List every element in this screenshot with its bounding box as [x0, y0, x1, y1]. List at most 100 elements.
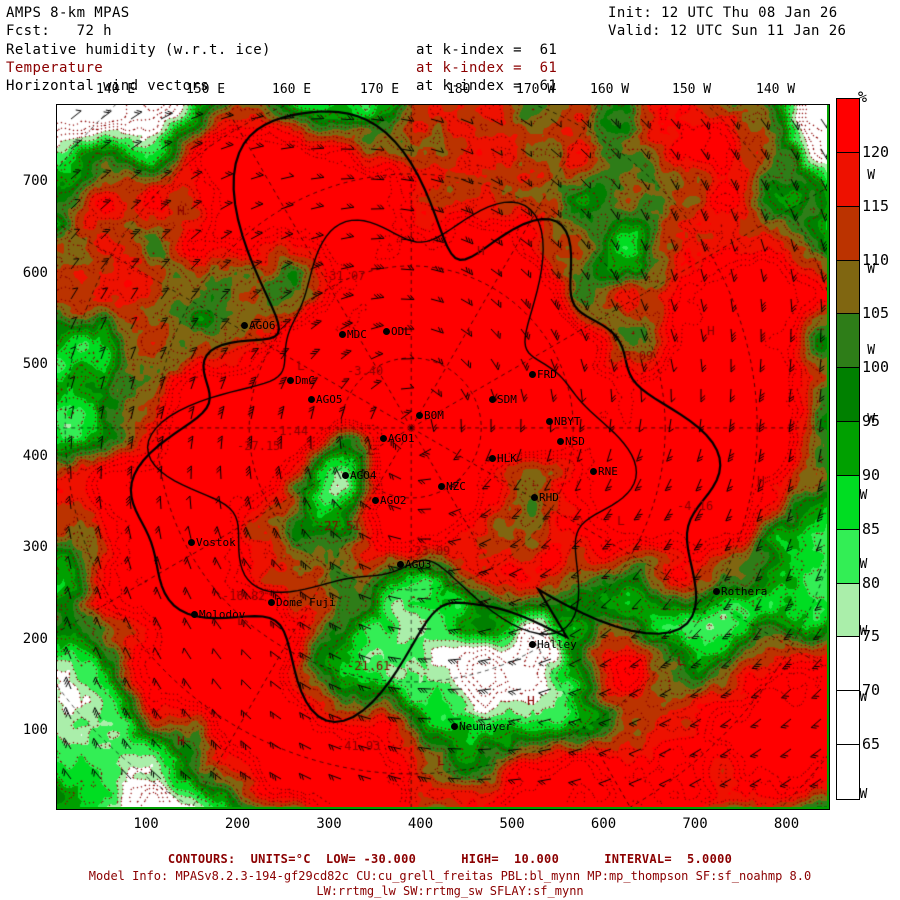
lon-top-3: 170 E	[360, 82, 400, 97]
y-tick-700: 700	[22, 173, 48, 189]
station-label-hlk: HLK	[497, 452, 517, 465]
init-time: Init: 12 UTC Thu 08 Jan 26	[608, 5, 838, 21]
station-label-ago4: AGO4	[350, 469, 377, 482]
station-dot-halley[interactable]	[529, 641, 536, 648]
colorbar[interactable]	[836, 98, 860, 800]
station-dot-rothera[interactable]	[713, 588, 720, 595]
colorbar-tick-120: 120	[862, 142, 890, 161]
station-dot-odl[interactable]	[383, 328, 390, 335]
station-label-ago3: AGO3	[405, 558, 432, 571]
field-label-wind: Horizontal wind vectors	[6, 78, 210, 94]
colorbar-segment-5	[837, 368, 859, 423]
station-dot-nzc[interactable]	[438, 483, 445, 490]
colorbar-tick-85: 85	[862, 519, 881, 538]
station-label-molodov: Molodov	[199, 608, 246, 621]
station-dot-ago1[interactable]	[380, 435, 387, 442]
model-info-line-2: LW:rrtmg_lw SW:rrtmg_sw SFLAY:sf_mynn	[316, 884, 584, 898]
colorbar-tick-80: 80	[862, 573, 881, 592]
colorbar-segment-9	[837, 583, 859, 638]
station-dot-neumayer[interactable]	[451, 723, 458, 730]
station-dot-dmc[interactable]	[287, 377, 294, 384]
station-dot-sdm[interactable]	[489, 396, 496, 403]
station-dot-ago5[interactable]	[308, 396, 315, 403]
station-dot-dome-fuji[interactable]	[268, 599, 275, 606]
contour-info: CONTOURS: UNITS=°C LOW= -30.000 HIGH= 10…	[167, 852, 733, 866]
station-dot-nsd[interactable]	[557, 438, 564, 445]
lon-top-1: 150 E	[186, 82, 226, 97]
x-tick-800: 800	[773, 816, 800, 832]
station-label-ago2: AGO2	[380, 494, 407, 507]
station-label-frd: FRD	[537, 368, 557, 381]
x-tick-200: 200	[224, 816, 251, 832]
field-label-humidity: Relative humidity (w.r.t. ice)	[6, 42, 271, 58]
lon-top-0: 140 E	[96, 82, 136, 97]
station-dot-molodov[interactable]	[191, 611, 198, 618]
station-dot-ago2[interactable]	[372, 497, 379, 504]
y-tick-200: 200	[22, 630, 48, 647]
colorbar-tick-75: 75	[862, 627, 881, 646]
y-tick-500: 500	[22, 356, 48, 372]
station-dot-rhd[interactable]	[531, 494, 538, 501]
station-label-sdm: SDM	[497, 393, 517, 406]
station-label-nzc: NZC	[446, 480, 466, 493]
station-dot-bom[interactable]	[416, 412, 423, 419]
model-info-line-1: Model Info: MPASv8.2.3-194-gf29cd82c CU:…	[88, 869, 812, 883]
y-tick-300: 300	[22, 539, 48, 555]
station-label-vostok: Vostok	[196, 536, 236, 549]
lon-top-2: 160 E	[272, 82, 312, 97]
lon-top-7: 150 W	[672, 82, 712, 97]
colorbar-tick-115: 115	[862, 196, 890, 215]
field-level-temperature: at k-index = 61	[416, 60, 558, 76]
colorbar-tick-105: 105	[862, 304, 890, 323]
station-dot-frd[interactable]	[529, 371, 536, 378]
station-label-bom: BOM	[424, 409, 444, 422]
colorbar-segment-11	[837, 691, 859, 746]
colorbar-segment-4	[837, 314, 859, 369]
colorbar-units-label: %	[858, 88, 868, 106]
field-level-humidity: at k-index = 61	[416, 42, 558, 58]
station-dot-vostok[interactable]	[188, 539, 195, 546]
forecast-hour: Fcst: 72 h	[6, 23, 112, 39]
colorbar-segment-10	[837, 637, 859, 692]
station-dot-hlk[interactable]	[489, 455, 496, 462]
station-dot-mdc[interactable]	[339, 331, 346, 338]
lon-top-8: 140 W	[756, 82, 796, 97]
colorbar-segment-1	[837, 152, 859, 207]
field-level-wind: at k-index = 61	[416, 78, 558, 94]
colorbar-tick-110: 110	[862, 250, 890, 269]
station-dot-ago3[interactable]	[397, 561, 404, 568]
colorbar-segment-0	[837, 99, 859, 153]
station-label-nsd: NSD	[565, 435, 585, 448]
station-label-neumayer: Neumayer	[459, 720, 512, 733]
x-tick-400: 400	[407, 816, 434, 832]
colorbar-segment-8	[837, 529, 859, 584]
x-tick-500: 500	[499, 816, 525, 832]
station-label-odl: ODL	[391, 325, 411, 338]
valid-time: Valid: 12 UTC Sun 11 Jan 26	[608, 23, 847, 39]
colorbar-segment-2	[837, 206, 859, 261]
station-dot-nbyt[interactable]	[546, 418, 553, 425]
station-label-dmc: DmC	[295, 374, 315, 387]
station-dot-ago6[interactable]	[241, 322, 248, 329]
station-dot-rne[interactable]	[590, 468, 597, 475]
station-label-ago1: AGO1	[388, 432, 415, 445]
x-tick-700: 700	[682, 816, 708, 832]
x-tick-600: 600	[590, 816, 617, 832]
colorbar-segment-7	[837, 475, 859, 530]
station-label-rne: RNE	[598, 465, 618, 478]
y-tick-100: 100	[22, 722, 48, 738]
colorbar-tick-90: 90	[862, 465, 881, 484]
station-dot-ago4[interactable]	[342, 472, 349, 479]
station-label-rothera: Rothera	[721, 585, 768, 598]
lon-top-4: 180	[447, 82, 471, 97]
forecast-map-plot[interactable]: AGO6 MDC DmC AGO5 ODL BOM AGO1 AGO4 AGO2 NZC FRD SD…	[56, 104, 830, 810]
y-tick-400: 400	[22, 447, 48, 464]
station-label-ago6: AGO6	[249, 319, 276, 332]
station-label-nbyt: NBYT	[554, 415, 581, 428]
colorbar-tick-100: 100	[862, 358, 890, 377]
map-raster	[57, 105, 827, 807]
station-label-halley: Halley	[537, 638, 577, 651]
colorbar-tick-95: 95	[862, 412, 881, 431]
lon-top-5: 170 W	[516, 82, 556, 97]
